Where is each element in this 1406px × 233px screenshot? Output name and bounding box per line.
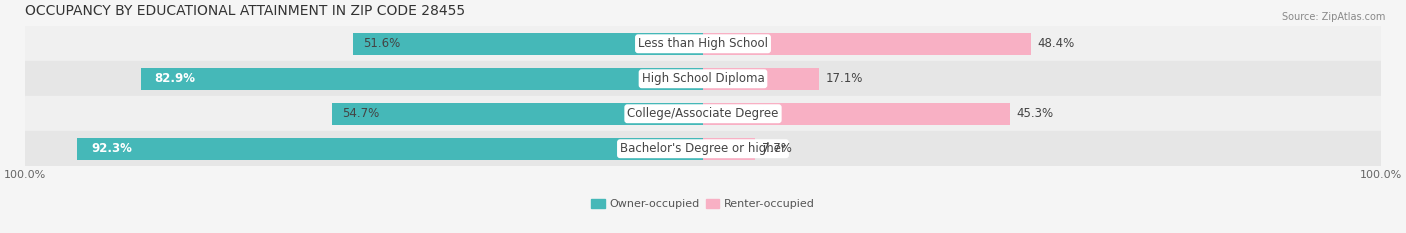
Bar bbox=[141, 68, 703, 90]
Text: High School Diploma: High School Diploma bbox=[641, 72, 765, 85]
Text: 92.3%: 92.3% bbox=[91, 142, 132, 155]
Text: 45.3%: 45.3% bbox=[1017, 107, 1054, 120]
Text: 17.1%: 17.1% bbox=[825, 72, 863, 85]
Text: College/Associate Degree: College/Associate Degree bbox=[627, 107, 779, 120]
Bar bbox=[703, 138, 755, 160]
Bar bbox=[25, 131, 1381, 166]
Text: 51.6%: 51.6% bbox=[364, 37, 401, 50]
Legend: Owner-occupied, Renter-occupied: Owner-occupied, Renter-occupied bbox=[586, 195, 820, 214]
Text: Bachelor's Degree or higher: Bachelor's Degree or higher bbox=[620, 142, 786, 155]
Text: Source: ZipAtlas.com: Source: ZipAtlas.com bbox=[1281, 12, 1385, 22]
Bar bbox=[332, 103, 703, 125]
Text: 7.7%: 7.7% bbox=[762, 142, 792, 155]
Bar bbox=[703, 68, 818, 90]
Bar bbox=[25, 26, 1381, 61]
Text: Less than High School: Less than High School bbox=[638, 37, 768, 50]
Text: 54.7%: 54.7% bbox=[343, 107, 380, 120]
Text: 48.4%: 48.4% bbox=[1038, 37, 1076, 50]
Bar bbox=[25, 61, 1381, 96]
Text: OCCUPANCY BY EDUCATIONAL ATTAINMENT IN ZIP CODE 28455: OCCUPANCY BY EDUCATIONAL ATTAINMENT IN Z… bbox=[25, 4, 465, 18]
Bar bbox=[25, 96, 1381, 131]
Text: 82.9%: 82.9% bbox=[155, 72, 195, 85]
Bar bbox=[703, 33, 1031, 55]
Bar bbox=[353, 33, 703, 55]
Bar bbox=[77, 138, 703, 160]
Bar bbox=[703, 103, 1010, 125]
